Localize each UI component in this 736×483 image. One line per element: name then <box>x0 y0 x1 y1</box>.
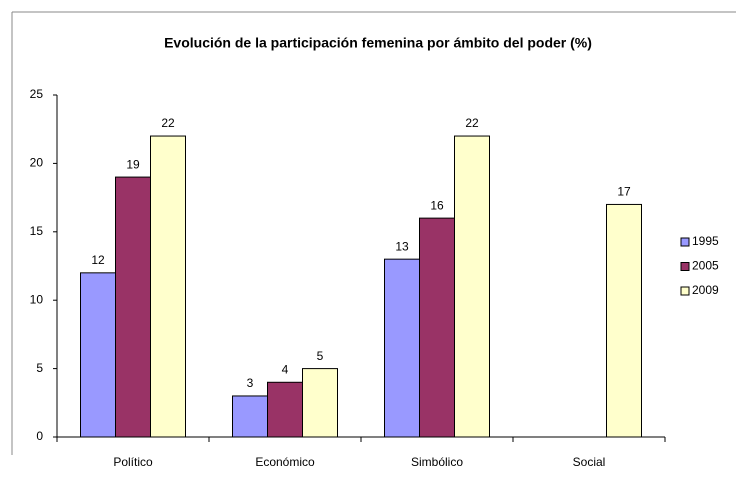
legend-swatch <box>680 237 690 247</box>
data-label: 22 <box>161 116 175 130</box>
data-label: 4 <box>282 362 289 376</box>
data-label: 22 <box>465 116 479 130</box>
x-tick-label: Simbólico <box>411 455 463 469</box>
legend-label: 2005 <box>692 259 719 273</box>
data-label: 13 <box>395 239 409 253</box>
y-tick-label: 0 <box>36 429 43 443</box>
legend-label: 2009 <box>692 283 719 297</box>
bar <box>384 258 420 438</box>
legend-swatch <box>680 262 690 271</box>
legend-swatch <box>680 286 690 296</box>
data-label: 16 <box>430 198 444 212</box>
bar <box>80 272 116 438</box>
x-tick-label: Económico <box>255 455 315 469</box>
legend-label: 1995 <box>692 234 719 248</box>
bar <box>150 135 186 438</box>
data-label: 12 <box>91 253 105 267</box>
y-tick-label: 5 <box>36 361 43 375</box>
y-tick-label: 25 <box>30 87 44 101</box>
data-label: 17 <box>617 185 631 199</box>
bar <box>454 135 490 438</box>
y-tick-label: 15 <box>30 224 44 238</box>
bar <box>606 203 642 438</box>
x-tick-label: Social <box>573 455 606 469</box>
y-tick-label: 20 <box>30 156 44 170</box>
bar <box>419 217 455 438</box>
bar <box>267 381 303 438</box>
y-tick-label: 10 <box>30 292 44 306</box>
data-label: 19 <box>126 157 140 171</box>
bar <box>232 395 268 438</box>
chart-title: Evolución de la participación femenina p… <box>164 35 592 51</box>
data-label: 3 <box>247 376 254 390</box>
x-tick-label: Político <box>113 455 153 469</box>
bar <box>115 176 151 438</box>
data-label: 5 <box>317 349 324 363</box>
bar <box>302 368 338 438</box>
